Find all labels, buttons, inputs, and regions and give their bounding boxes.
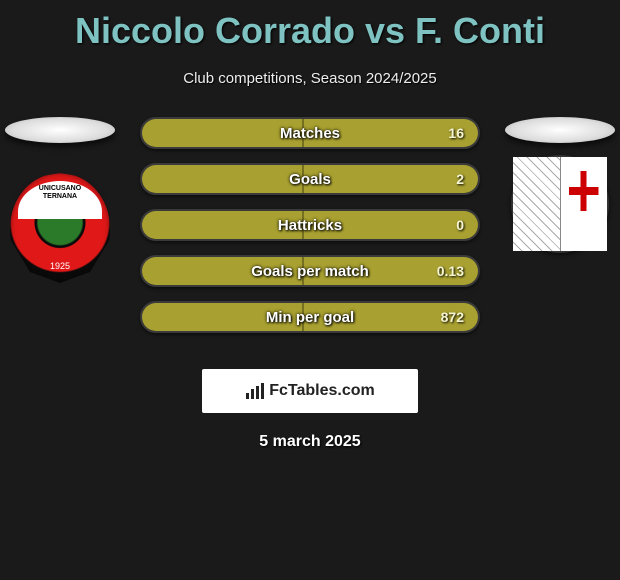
stat-label: Min per goal (142, 303, 478, 331)
stat-value-right: 872 (441, 303, 464, 331)
stat-bars: Matches16 Goals2 Hattricks0 Goals per match… (140, 117, 480, 347)
club-logo-left-text: UNICUSANOTERNANA (10, 185, 110, 200)
stat-value-right: 0.13 (437, 257, 464, 285)
page-title: Niccolo Corrado vs F. Conti (0, 0, 620, 52)
player-right (505, 117, 615, 253)
club-logo-right (511, 155, 609, 253)
stat-row: Goals2 (140, 163, 480, 195)
stat-value-right: 0 (456, 211, 464, 239)
stat-row: Matches16 (140, 117, 480, 149)
stat-label: Hattricks (142, 211, 478, 239)
date: 5 march 2025 (0, 433, 620, 451)
stat-label: Goals (142, 165, 478, 193)
club-logo-left: UNICUSANOTERNANA (10, 173, 110, 283)
avatar-left (5, 117, 115, 143)
stat-value-right: 16 (448, 119, 464, 147)
stat-row: Min per goal872 (140, 301, 480, 333)
stat-row: Goals per match0.13 (140, 255, 480, 287)
stat-row: Hattricks0 (140, 209, 480, 241)
subtitle: Club competitions, Season 2024/2025 (0, 70, 620, 87)
branding-text: FcTables.com (269, 382, 375, 400)
chart-icon (245, 383, 265, 399)
branding-badge: FcTables.com (202, 369, 418, 413)
stat-label: Matches (142, 119, 478, 147)
comparison-arena: UNICUSANOTERNANA Matches16 Goals2 Hattrick… (0, 117, 620, 357)
player-left: UNICUSANOTERNANA (5, 117, 115, 283)
avatar-right (505, 117, 615, 143)
stat-label: Goals per match (142, 257, 478, 285)
stat-value-right: 2 (456, 165, 464, 193)
